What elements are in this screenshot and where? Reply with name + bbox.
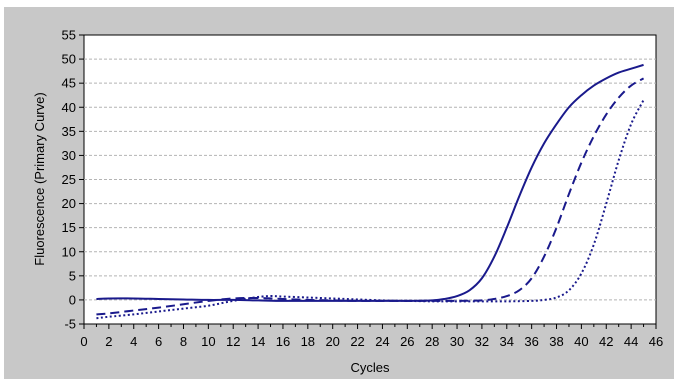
y-axis-title: Fluorescence (Primary Curve)	[32, 92, 47, 265]
y-tick-label: 30	[62, 148, 76, 163]
series-lines	[96, 63, 645, 320]
x-tick-label: 12	[226, 334, 240, 349]
x-tick-label: 34	[500, 334, 514, 349]
x-tick-label: 30	[450, 334, 464, 349]
y-tick-label: 50	[62, 52, 76, 67]
y-tick-label: 40	[62, 100, 76, 115]
x-tick-label: 6	[155, 334, 162, 349]
x-tick-label: 42	[599, 334, 613, 349]
y-tick-label: 0	[69, 292, 76, 307]
series-line-dotted	[96, 99, 645, 320]
y-tick-label: 25	[62, 172, 76, 187]
y-tick-label: 15	[62, 220, 76, 235]
y-tick-label: -5	[64, 317, 76, 332]
y-tick-label: 55	[62, 28, 76, 43]
x-tick-label: 40	[574, 334, 588, 349]
chart-frame: -5 0 5 10 15 20 25 30 35 40 45 50 55 0 2 4 6 8 10 12 14 16 18 2…	[4, 7, 674, 379]
x-tick-label: 8	[180, 334, 187, 349]
y-tick-label: 35	[62, 124, 76, 139]
x-tick-label: 4	[130, 334, 137, 349]
x-tick-label: 32	[475, 334, 489, 349]
x-tick-label: 44	[624, 334, 638, 349]
x-tick-label: 18	[301, 334, 315, 349]
y-tick-label: 20	[62, 196, 76, 211]
x-tick-label: 26	[400, 334, 414, 349]
x-tick-label: 22	[350, 334, 364, 349]
x-tick-label: 20	[325, 334, 339, 349]
x-tick-label: 38	[549, 334, 563, 349]
y-tick-label: 45	[62, 76, 76, 91]
x-tick-label: 2	[105, 334, 112, 349]
x-tick-label: 46	[649, 334, 663, 349]
x-tick-label: 24	[375, 334, 389, 349]
x-tick-label: 10	[201, 334, 215, 349]
x-tick-label: 14	[251, 334, 265, 349]
x-tick-label: 0	[80, 334, 87, 349]
x-tick-label: 36	[524, 334, 538, 349]
x-axis-title: Cycles	[350, 360, 390, 375]
x-tick-label: 28	[425, 334, 439, 349]
x-tick-label: 16	[276, 334, 290, 349]
y-tick-label: 10	[62, 244, 76, 259]
y-tick-label: 5	[69, 268, 76, 283]
